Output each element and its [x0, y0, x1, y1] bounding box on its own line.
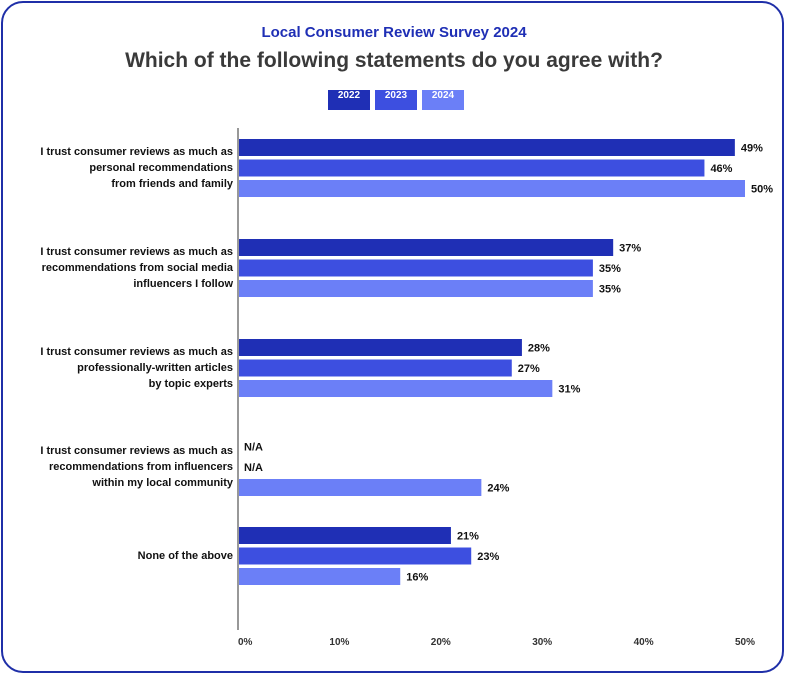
bar-2023-cat1 [239, 259, 593, 277]
legend-item-2022: 2022 [328, 90, 370, 110]
category-label-line: None of the above [137, 550, 233, 562]
category-label-line: personal recommendations [89, 162, 233, 174]
category-label-line: by topic experts [148, 378, 233, 390]
value-label: 46% [710, 163, 732, 175]
value-label: N/A [244, 442, 263, 454]
value-label: 35% [599, 263, 621, 275]
value-label: 27% [518, 363, 540, 375]
chart-title: Which of the following statements do you… [125, 49, 663, 72]
legend: 2022 2023 2024 [0, 90, 788, 110]
category-label: I trust consumer reviews as much as profe… [0, 344, 233, 392]
value-label: 24% [487, 483, 509, 495]
value-label: 31% [558, 384, 580, 396]
category-label: None of the above [0, 548, 233, 564]
bar-2024-cat1 [239, 280, 593, 297]
category-label-line: from friends and family [111, 178, 233, 190]
category-label-line: I trust consumer reviews as much as [40, 346, 233, 358]
value-label: 35% [599, 284, 621, 296]
bar-2024-cat4 [239, 568, 401, 585]
legend-item-2024: 2024 [422, 90, 464, 110]
chart-subtitle: Local Consumer Review Survey 2024 [261, 24, 527, 41]
x-tick-label: 0% [238, 637, 253, 648]
category-label: I trust consumer reviews as much as recom… [0, 443, 233, 491]
category-label-line: influencers I follow [133, 278, 233, 290]
bar-2022-cat2 [239, 339, 522, 356]
legend-item-2023: 2023 [375, 90, 417, 110]
category-label-line: I trust consumer reviews as much as [40, 246, 233, 258]
value-label: 28% [528, 343, 550, 355]
category-label-line: within my local community [92, 477, 233, 489]
bar-2022-cat1 [239, 239, 614, 256]
x-tick-label: 50% [735, 637, 755, 648]
bar-2024-cat3 [239, 479, 482, 496]
value-label: 16% [406, 572, 428, 584]
category-label: I trust consumer reviews as much as recom… [0, 244, 233, 292]
value-label: 23% [477, 551, 499, 563]
bar-2023-cat4 [239, 547, 472, 565]
bar-2023-cat2 [239, 359, 512, 377]
x-tick-label: 40% [634, 637, 654, 648]
value-label: N/A [244, 462, 263, 474]
category-label-line: professionally-written articles [77, 362, 233, 374]
category-label-line: recommendations from influencers [49, 461, 233, 473]
value-label: 37% [619, 243, 641, 255]
value-label: 21% [457, 531, 479, 543]
value-label: 50% [751, 184, 773, 196]
bar-2024-cat2 [239, 380, 553, 397]
category-label-line: I trust consumer reviews as much as [40, 445, 233, 457]
bar-2022-cat4 [239, 527, 451, 544]
bar-2023-cat0 [239, 159, 705, 177]
x-tick-label: 20% [431, 637, 451, 648]
bar-2022-cat0 [239, 139, 735, 156]
category-label-line: recommendations from social media [41, 262, 233, 274]
category-label-line: I trust consumer reviews as much as [40, 146, 233, 158]
bar-2024-cat0 [239, 180, 745, 197]
x-tick-label: 30% [532, 637, 552, 648]
value-label: 49% [741, 143, 763, 155]
x-tick-label: 10% [329, 637, 349, 648]
category-label: I trust consumer reviews as much as perso… [0, 144, 233, 192]
